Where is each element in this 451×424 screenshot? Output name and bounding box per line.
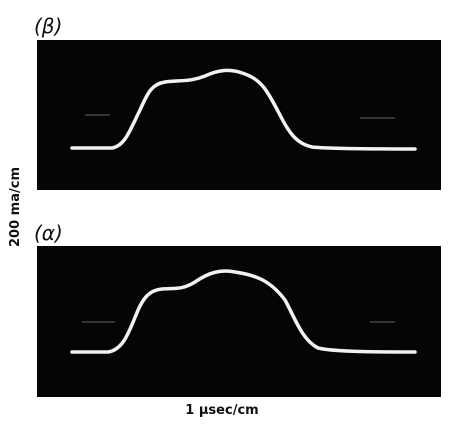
panel-label: (α)	[34, 221, 63, 245]
x-axis-label: 1 μsec/cm	[185, 403, 258, 418]
panel-label: (β)	[34, 14, 62, 38]
figure: (β) (α) 200 ma/cm 1 μsec/cm	[0, 0, 451, 424]
y-axis-label: 200 ma/cm	[8, 167, 23, 247]
